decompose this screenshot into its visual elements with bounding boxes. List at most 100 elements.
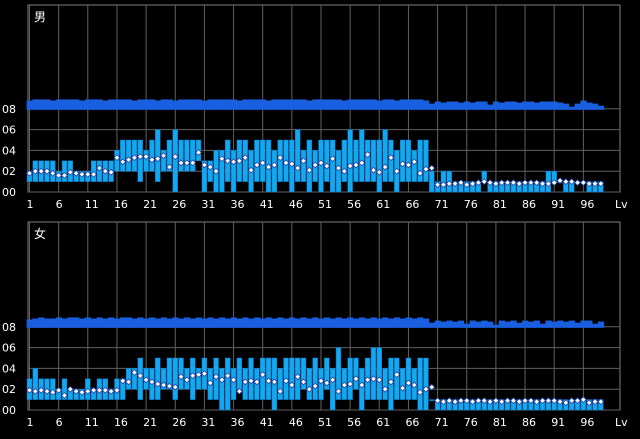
range-bar xyxy=(300,150,307,182)
range-bar xyxy=(429,170,435,193)
average-marker xyxy=(26,169,33,177)
average-marker xyxy=(31,167,39,175)
average-marker xyxy=(370,166,377,174)
average-marker xyxy=(469,180,476,188)
average-marker xyxy=(253,378,261,386)
y-tick-label: 02 xyxy=(2,383,16,396)
x-tick-label: 86 xyxy=(522,416,536,429)
range-bar xyxy=(178,139,184,172)
average-marker xyxy=(475,179,482,187)
average-marker xyxy=(230,158,237,166)
y-tick-label: 06 xyxy=(2,124,16,137)
header-bar xyxy=(364,318,371,328)
average-marker xyxy=(399,384,406,392)
range-bar xyxy=(61,378,68,400)
header-bar xyxy=(259,99,267,110)
range-bar xyxy=(353,139,359,182)
range-bar xyxy=(149,139,155,172)
header-bar xyxy=(399,318,406,328)
header-bar xyxy=(160,99,167,110)
header-bar xyxy=(166,318,173,328)
average-marker xyxy=(480,397,488,405)
range-bar xyxy=(417,139,423,182)
range-bar xyxy=(324,357,330,390)
average-marker xyxy=(591,180,599,188)
header-bar xyxy=(545,320,552,328)
average-marker xyxy=(370,375,377,383)
range-bar xyxy=(347,357,353,400)
header-bar xyxy=(335,317,342,328)
header-bar xyxy=(586,102,593,110)
average-marker xyxy=(270,161,278,169)
average-marker xyxy=(416,169,424,177)
average-marker xyxy=(241,154,249,162)
header-bar xyxy=(458,320,465,328)
average-marker xyxy=(399,160,406,168)
x-tick-label: 46 xyxy=(289,416,303,429)
y-tick-label: 06 xyxy=(2,342,16,355)
x-tick-label: 71 xyxy=(435,416,449,429)
average-marker xyxy=(352,161,360,169)
x-tick-label: 26 xyxy=(172,198,186,211)
header-bar xyxy=(539,101,546,110)
average-marker xyxy=(579,396,587,403)
header-bar xyxy=(55,99,62,110)
average-marker xyxy=(550,179,558,187)
average-marker xyxy=(43,387,51,395)
header-bar xyxy=(551,321,558,328)
range-bar xyxy=(120,139,126,172)
average-marker xyxy=(562,178,570,185)
header-bar xyxy=(253,99,261,110)
range-bar xyxy=(289,357,295,400)
range-bar xyxy=(370,347,377,400)
x-tick-label: 1 xyxy=(27,198,34,211)
header-bar xyxy=(277,99,284,110)
header-bar xyxy=(533,320,541,328)
average-marker xyxy=(428,164,436,172)
header-bar xyxy=(586,320,593,328)
average-marker xyxy=(160,152,167,159)
average-marker xyxy=(276,154,284,162)
average-marker xyxy=(504,397,511,405)
header-bar xyxy=(388,99,395,110)
header-bar xyxy=(119,99,127,110)
average-marker xyxy=(550,397,558,405)
average-marker xyxy=(422,165,430,173)
average-marker xyxy=(37,386,45,394)
header-bar xyxy=(452,101,459,110)
average-marker xyxy=(381,385,389,393)
header-bar xyxy=(580,320,587,328)
average-marker xyxy=(498,398,506,406)
header-bar xyxy=(236,318,243,328)
average-marker xyxy=(160,381,167,389)
range-bar xyxy=(423,139,429,182)
header-bar xyxy=(73,99,80,110)
average-marker xyxy=(539,180,546,188)
header-bar xyxy=(487,321,494,328)
y-tick-label: 08 xyxy=(2,103,16,116)
header-bar xyxy=(481,320,488,328)
header-bar xyxy=(137,317,144,328)
average-marker xyxy=(142,153,150,161)
average-marker xyxy=(515,398,523,406)
header-bar xyxy=(551,101,558,110)
average-marker xyxy=(463,181,471,189)
range-bar xyxy=(312,357,318,400)
range-bar xyxy=(429,399,435,401)
average-marker xyxy=(189,372,197,380)
x-tick-label: 21 xyxy=(143,198,157,211)
average-marker xyxy=(545,397,552,405)
header-bar xyxy=(522,101,529,110)
header-bar xyxy=(172,317,179,328)
header-bar xyxy=(545,101,552,110)
header-bar xyxy=(79,100,86,110)
header-bar xyxy=(230,99,237,110)
header-bar xyxy=(84,317,92,328)
average-marker xyxy=(294,373,302,381)
header-bar xyxy=(67,317,74,328)
average-marker xyxy=(352,375,360,383)
average-marker xyxy=(300,378,307,386)
header-bar xyxy=(242,99,249,110)
average-marker xyxy=(224,372,232,380)
average-marker xyxy=(259,371,267,379)
